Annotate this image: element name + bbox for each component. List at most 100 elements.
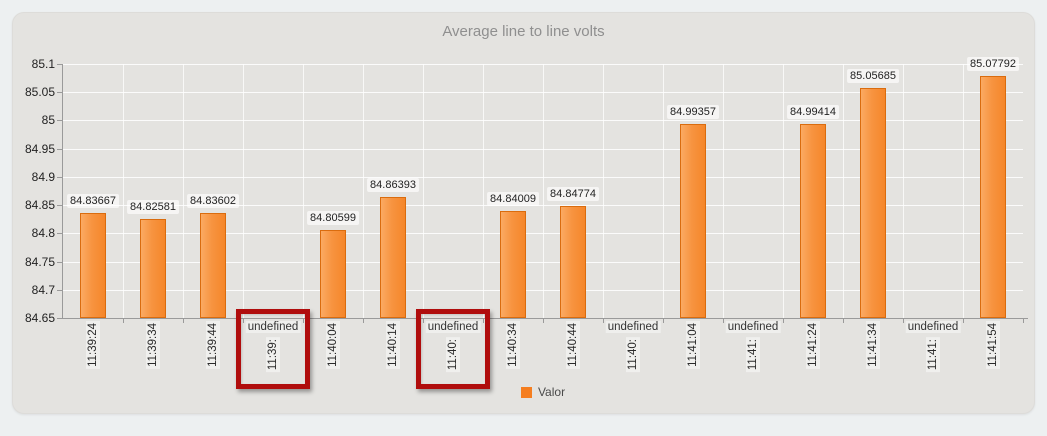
- bar[interactable]: [980, 76, 1006, 318]
- x-axis-label: 11:40:04: [326, 321, 340, 369]
- y-axis-tick-label: 85.1: [31, 57, 55, 71]
- undefined-label: undefined: [425, 321, 481, 333]
- y-axis-tick: [57, 233, 62, 234]
- bar[interactable]: [680, 124, 706, 318]
- bar[interactable]: [140, 219, 166, 318]
- x-axis-label: 11:41:24: [806, 321, 820, 369]
- y-axis-line: [62, 64, 63, 318]
- x-axis-label: 11:41:: [926, 337, 940, 373]
- gridline: [723, 64, 724, 318]
- x-axis-label: 11:40:: [626, 337, 640, 373]
- bar-value-label: 84.80599: [307, 211, 359, 225]
- x-axis-tick: [903, 318, 904, 323]
- y-axis-tick-label: 85.05: [24, 85, 55, 99]
- gridline: [483, 64, 484, 318]
- undefined-label: undefined: [245, 321, 301, 333]
- undefined-label: undefined: [905, 321, 961, 333]
- legend-swatch-icon: [520, 386, 532, 398]
- bar[interactable]: [200, 213, 226, 318]
- gridline: [663, 64, 664, 318]
- gridline: [963, 64, 964, 318]
- gridline: [183, 64, 184, 318]
- legend-label: Valor: [537, 385, 566, 399]
- legend[interactable]: Valor: [63, 385, 1023, 399]
- undefined-label: undefined: [605, 321, 661, 333]
- gridline: [903, 64, 904, 318]
- bar-value-label: 84.99357: [667, 105, 719, 119]
- gridline: [603, 64, 604, 318]
- y-axis-tick-label: 84.7: [31, 283, 55, 297]
- bar[interactable]: [380, 197, 406, 318]
- y-axis-tick-label: 84.75: [24, 255, 55, 269]
- gridline: [303, 64, 304, 318]
- y-axis-tick: [57, 149, 62, 150]
- bar-value-label: 84.84774: [547, 187, 599, 201]
- x-axis-tick: [843, 318, 844, 323]
- x-axis-label: 11:40:14: [386, 321, 400, 369]
- y-axis-tick-label: 84.9: [31, 170, 55, 184]
- y-axis-tick: [57, 120, 62, 121]
- y-axis-tick-label: 85: [41, 113, 55, 127]
- bar-value-label: 84.86393: [367, 178, 419, 192]
- x-axis-tick: [423, 318, 424, 323]
- bar-value-label: 85.07792: [967, 57, 1019, 71]
- y-axis-tick: [57, 318, 62, 319]
- x-axis-tick: [303, 318, 304, 323]
- gridline: [843, 64, 844, 318]
- x-axis-tick: [1023, 318, 1024, 323]
- x-axis-label: 11:40:44: [566, 321, 580, 369]
- bar[interactable]: [80, 213, 106, 318]
- bar-value-label: 84.99414: [787, 105, 839, 119]
- gridline: [783, 64, 784, 318]
- gridline: [423, 64, 424, 318]
- x-axis-tick: [363, 318, 364, 323]
- bar-value-label: 85.05685: [847, 69, 899, 83]
- y-axis-tick: [57, 262, 62, 263]
- x-axis-tick: [183, 318, 184, 323]
- x-axis-tick: [783, 318, 784, 323]
- gridline: [543, 64, 544, 318]
- x-axis-label: 11:39:24: [86, 321, 100, 369]
- bar[interactable]: [800, 124, 826, 318]
- undefined-label: undefined: [725, 321, 781, 333]
- x-axis-tick: [663, 318, 664, 323]
- x-axis-line: [62, 318, 1028, 319]
- bar-value-label: 84.82581: [127, 200, 179, 214]
- x-axis-tick: [483, 318, 484, 323]
- x-axis-label: 11:41:04: [686, 321, 700, 369]
- highlight-annotation-box: [236, 309, 310, 389]
- x-axis-tick: [603, 318, 604, 323]
- y-axis-tick: [57, 290, 62, 291]
- plot-area: 84.83667 84.82581 84.83602 84.80599 84.86393…: [57, 57, 1028, 323]
- x-axis-label: 11:39:44: [206, 321, 220, 369]
- y-axis-tick: [57, 205, 62, 206]
- x-axis-tick: [543, 318, 544, 323]
- y-axis-tick: [57, 177, 62, 178]
- x-axis-label: 11:41:54: [986, 321, 1000, 369]
- bar[interactable]: [560, 206, 586, 318]
- bar[interactable]: [500, 211, 526, 318]
- gridline: [123, 64, 124, 318]
- x-axis-label: 11:39:34: [146, 321, 160, 369]
- x-axis-tick: [723, 318, 724, 323]
- x-axis-tick: [123, 318, 124, 323]
- x-axis-tick: [963, 318, 964, 323]
- x-axis-tick: [243, 318, 244, 323]
- bar[interactable]: [860, 88, 886, 318]
- bar-value-label: 84.84009: [487, 192, 539, 206]
- gridline: [363, 64, 364, 318]
- x-axis-label: 11:41:: [746, 337, 760, 373]
- y-axis-tick: [57, 92, 62, 93]
- chart-title: Average line to line volts: [442, 23, 605, 40]
- y-axis-tick: [57, 64, 62, 65]
- x-axis-label: 11:40:34: [506, 321, 520, 369]
- y-axis-tick-label: 84.65: [24, 311, 55, 325]
- x-axis-label: 11:41:34: [866, 321, 880, 369]
- y-axis-tick-label: 84.85: [24, 198, 55, 212]
- bar[interactable]: [320, 230, 346, 318]
- chart-panel: Average line to line volts 84.83667 84.82…: [12, 12, 1035, 414]
- highlight-annotation-box: [416, 309, 490, 389]
- bar-value-label: 84.83667: [67, 194, 119, 208]
- bar-value-label: 84.83602: [187, 194, 239, 208]
